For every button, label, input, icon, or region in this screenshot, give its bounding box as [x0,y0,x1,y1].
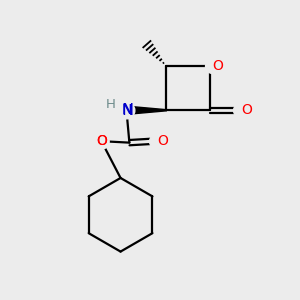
Text: O: O [96,134,107,148]
Text: O: O [213,59,224,73]
Text: N: N [121,103,132,117]
Text: H: H [105,98,115,111]
Text: O: O [96,134,107,148]
Text: O: O [241,103,252,117]
Text: N: N [121,103,133,118]
Text: O: O [158,134,168,148]
Polygon shape [126,106,166,114]
